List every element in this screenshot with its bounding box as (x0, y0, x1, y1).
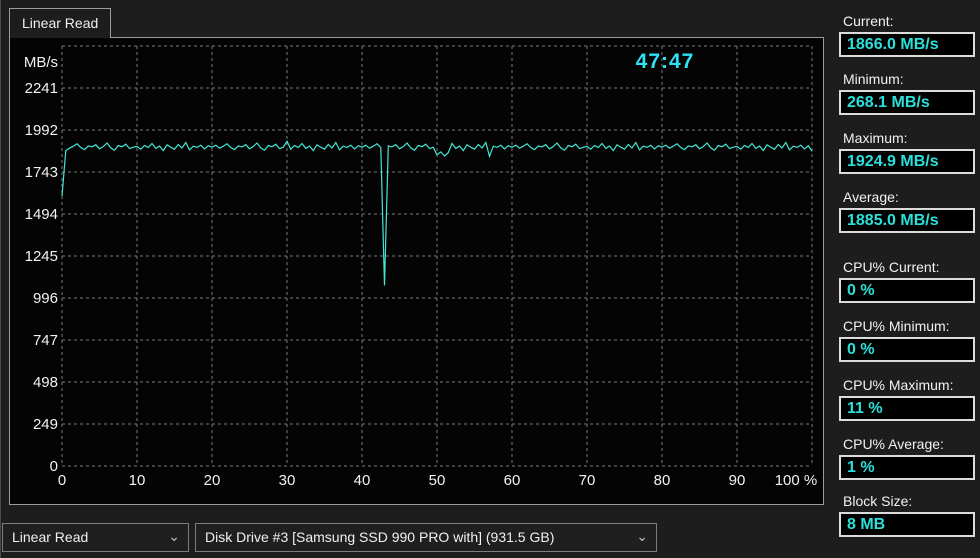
x-tick: 90 (728, 472, 746, 489)
stat-value: 1885.0 MB/s (839, 208, 975, 233)
stat-label: Average: (843, 189, 899, 205)
x-tick: 70 (578, 472, 596, 489)
x-tick: 0 (57, 472, 67, 489)
y-tick: 1245 (24, 248, 58, 265)
x-tick: 80 (653, 472, 671, 489)
stat-cpu-current: CPU% Current: 0 % (839, 259, 975, 303)
stat-cpu-average: CPU% Average: 1 % (839, 436, 975, 480)
y-tick: 1494 (24, 206, 58, 223)
stat-label: CPU% Maximum: (843, 377, 954, 393)
y-tick: 0 (49, 458, 58, 475)
stat-label: CPU% Minimum: (843, 318, 950, 334)
stat-value: 1866.0 MB/s (839, 32, 975, 57)
test-type-select[interactable]: Linear Read ⌄ (2, 523, 189, 552)
throughput-line (61, 140, 813, 286)
stat-value: 0 % (839, 337, 975, 362)
stat-value: 0 % (839, 278, 975, 303)
stat-label: Maximum: (843, 130, 908, 146)
drive-select-value: Disk Drive #3 [Samsung SSD 990 PRO with]… (205, 529, 555, 545)
benchmark-line-chart (61, 45, 813, 467)
x-tick: 10 (128, 472, 146, 489)
elapsed-timer: 47:47 (635, 50, 695, 73)
y-tick: 1992 (24, 122, 58, 139)
x-tick: 30 (278, 472, 296, 489)
y-tick: 498 (32, 374, 58, 391)
stat-average: Average: 1885.0 MB/s (839, 189, 975, 233)
stats-panel: Current: 1866.0 MB/s Minimum: 268.1 MB/s… (839, 0, 975, 558)
y-axis-unit: MB/s (23, 54, 58, 71)
stat-cpu-maximum: CPU% Maximum: 11 % (839, 377, 975, 421)
stat-current: Current: 1866.0 MB/s (839, 13, 975, 57)
y-tick: 1743 (24, 164, 58, 181)
x-tick: 20 (203, 472, 221, 489)
x-tick: 50 (428, 472, 446, 489)
stat-label: CPU% Average: (843, 436, 944, 452)
stat-value: 11 % (839, 396, 975, 421)
chevron-down-icon: ⌄ (636, 528, 648, 544)
x-tick: 60 (503, 472, 521, 489)
x-tick: 100 % (774, 472, 818, 489)
y-tick: 2241 (24, 80, 58, 97)
stat-value: 8 MB (839, 512, 975, 537)
stat-maximum: Maximum: 1924.9 MB/s (839, 130, 975, 174)
drive-select[interactable]: Disk Drive #3 [Samsung SSD 990 PRO with]… (195, 523, 657, 552)
y-tick: 747 (32, 332, 58, 349)
chart-area: MB/s 2241 1992 1743 1494 1245 996 747 49… (9, 37, 824, 505)
stat-cpu-minimum: CPU% Minimum: 0 % (839, 318, 975, 362)
test-type-value: Linear Read (12, 529, 89, 545)
chart-gridlines (61, 45, 813, 467)
stat-label: Current: (843, 13, 894, 29)
x-tick: 40 (353, 472, 371, 489)
stat-label: CPU% Current: (843, 259, 940, 275)
y-tick: 249 (32, 416, 58, 433)
stat-value: 1 % (839, 455, 975, 480)
stat-minimum: Minimum: 268.1 MB/s (839, 71, 975, 115)
chevron-down-icon: ⌄ (168, 528, 180, 544)
y-tick: 996 (32, 290, 58, 307)
stat-label: Block Size: (843, 493, 913, 509)
stat-value: 1924.9 MB/s (839, 149, 975, 174)
stat-value: 268.1 MB/s (839, 90, 975, 115)
tab-linear-read[interactable]: Linear Read (9, 8, 112, 38)
stat-label: Minimum: (843, 71, 904, 87)
stat-block-size: Block Size: 8 MB (839, 493, 975, 537)
